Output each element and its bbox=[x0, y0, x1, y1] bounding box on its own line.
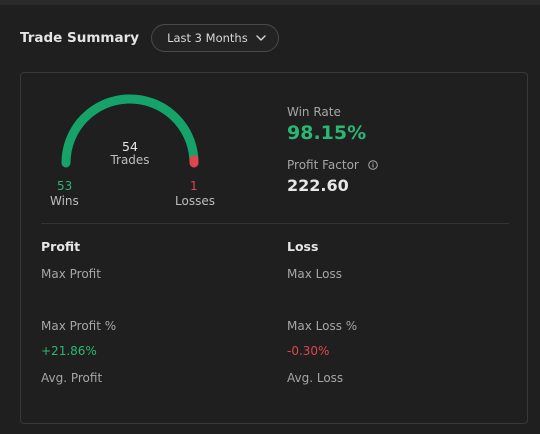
max-loss-pct-value: -0.30% bbox=[287, 344, 330, 358]
summary-card: 54 Trades 53 Wins 1 Losses Win Rate 98.1… bbox=[20, 72, 528, 424]
loss-section-title: Loss bbox=[287, 239, 319, 254]
date-range-dropdown[interactable]: Last 3 Months bbox=[151, 24, 279, 52]
max-profit-pct-value: +21.86% bbox=[41, 344, 97, 358]
trade-summary-header: Trade Summary Last 3 Months bbox=[20, 24, 279, 52]
max-loss-label: Max Loss bbox=[287, 267, 342, 281]
total-trades-count: 54 bbox=[122, 139, 138, 154]
info-icon[interactable] bbox=[367, 160, 378, 170]
profit-factor-value: 222.60 bbox=[287, 176, 349, 195]
losses-count: 1 bbox=[190, 179, 198, 193]
profit-factor-label-row: Profit Factor bbox=[287, 158, 378, 172]
max-loss-pct-label: Max Loss % bbox=[287, 319, 358, 333]
date-range-label: Last 3 Months bbox=[167, 31, 248, 45]
max-profit-label: Max Profit bbox=[41, 267, 101, 281]
max-profit-pct-label: Max Profit % bbox=[41, 319, 117, 333]
top-bar bbox=[0, 0, 540, 5]
profit-factor-label: Profit Factor bbox=[287, 158, 359, 172]
profit-section-title: Profit bbox=[41, 239, 81, 254]
avg-profit-label: Avg. Profit bbox=[41, 371, 103, 385]
avg-loss-label: Avg. Loss bbox=[287, 371, 344, 385]
section-divider bbox=[41, 223, 509, 224]
gauge-win-arc bbox=[61, 94, 199, 168]
win-rate-value: 98.15% bbox=[287, 122, 367, 144]
losses-label: Losses bbox=[175, 194, 215, 208]
chevron-down-icon bbox=[255, 35, 266, 41]
wins-label: Wins bbox=[50, 194, 79, 208]
wins-count: 53 bbox=[57, 179, 73, 193]
win-rate-label: Win Rate bbox=[287, 105, 341, 119]
page-title: Trade Summary bbox=[20, 30, 140, 46]
trades-label: Trades bbox=[110, 153, 150, 167]
win-loss-gauge bbox=[61, 94, 199, 168]
